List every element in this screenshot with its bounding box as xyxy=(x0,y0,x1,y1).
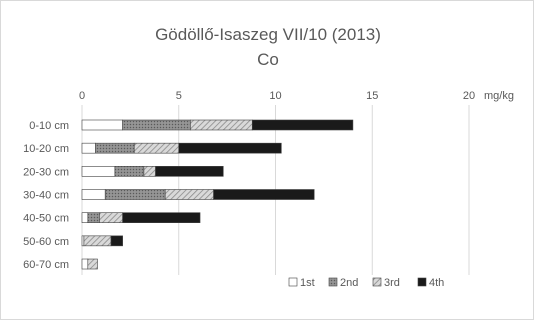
x-tick-label: 10 xyxy=(269,90,281,102)
bar-segment-1st xyxy=(81,189,106,200)
legend-label: 4th xyxy=(429,277,444,289)
bar-segment-1st xyxy=(81,258,89,270)
legend-swatch-1st xyxy=(288,277,298,287)
x-axis-unit-label: mg/kg xyxy=(484,90,514,102)
bar-segment-2nd xyxy=(95,142,135,154)
bar-segment-4th xyxy=(178,142,282,154)
bar-segment-3rd xyxy=(143,166,156,177)
x-tick-label: 20 xyxy=(463,90,475,102)
x-tick-label: 5 xyxy=(176,90,182,102)
chart-subtitle: Co xyxy=(257,50,279,69)
bar-segment-1st xyxy=(81,119,123,131)
bar-segment-3rd xyxy=(133,142,180,154)
category-label: 30-40 cm xyxy=(23,190,69,202)
legend-swatch-3rd xyxy=(372,277,382,287)
bar-segment-4th xyxy=(213,189,315,200)
category-label: 60-70 cm xyxy=(23,259,69,271)
bar-segment-4th xyxy=(110,235,123,247)
category-labels: 0-10 cm 10-20 cm 20-30 cm 30-40 cm 40-50 cm 5… xyxy=(23,120,69,271)
category-label: 10-20 cm xyxy=(23,143,69,155)
bar-segment-4th xyxy=(155,166,224,177)
bar-segment-4th xyxy=(122,212,201,223)
bar-segment-2nd xyxy=(104,189,166,200)
category-label: 0-10 cm xyxy=(29,120,69,132)
x-tick-label: 15 xyxy=(366,90,378,102)
category-label: 40-50 cm xyxy=(23,213,69,225)
x-tick-label: 0 xyxy=(79,90,85,102)
legend-label: 3rd xyxy=(384,277,400,289)
legend-swatch-4th xyxy=(417,277,427,287)
bar-segment-3rd xyxy=(83,235,112,247)
bar-segment-3rd xyxy=(87,258,98,270)
bar-segment-1st xyxy=(81,166,116,177)
legend-label: 2nd xyxy=(340,277,358,289)
bar-segment-1st xyxy=(81,142,96,154)
bars xyxy=(81,119,354,270)
bar-segment-2nd xyxy=(114,166,145,177)
bar-segment-3rd xyxy=(99,212,123,223)
bar-segment-3rd xyxy=(164,189,214,200)
bar-segment-2nd xyxy=(122,119,191,131)
x-tick-labels: 0 5 10 15 20 xyxy=(79,90,475,102)
category-label: 50-60 cm xyxy=(23,236,69,248)
legend: 1st 2nd 3rd 4th xyxy=(288,277,444,289)
category-label: 20-30 cm xyxy=(23,166,69,178)
bar-segment-3rd xyxy=(190,119,253,131)
bar-segment-2nd xyxy=(87,212,100,223)
legend-label: 1st xyxy=(300,277,315,289)
bar-segment-1st xyxy=(81,212,89,223)
bar-segment-4th xyxy=(251,119,354,131)
legend-swatch-2nd xyxy=(328,277,338,287)
chart-title: Gödöllő-Isaszeg VII/10 (2013) xyxy=(155,25,381,44)
